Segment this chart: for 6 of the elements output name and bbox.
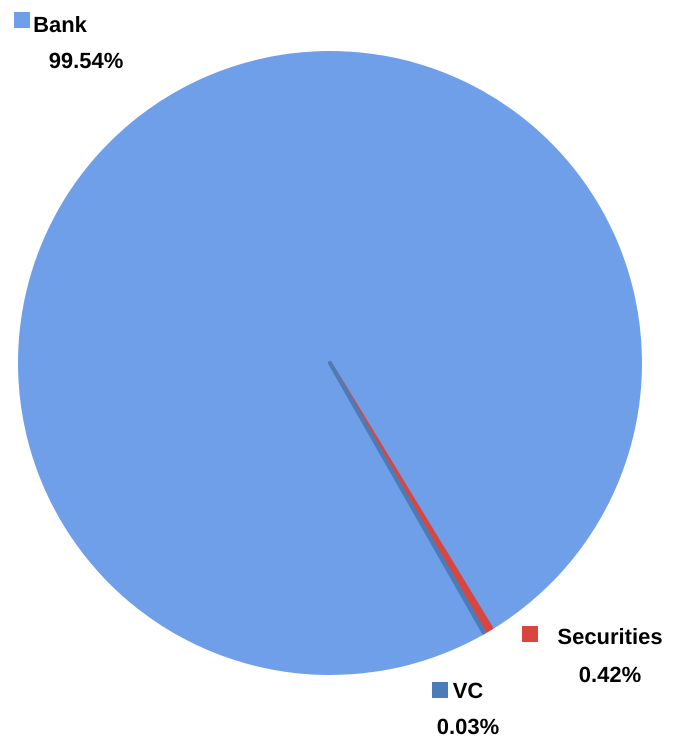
data-label: 99.54%	[48, 48, 124, 73]
legend-label: VC	[452, 678, 484, 703]
legend-label: Securities	[557, 624, 663, 649]
data-label: 0.42%	[578, 662, 642, 687]
data-label: 0.03%	[436, 714, 500, 739]
legend-label: Bank	[33, 12, 88, 37]
